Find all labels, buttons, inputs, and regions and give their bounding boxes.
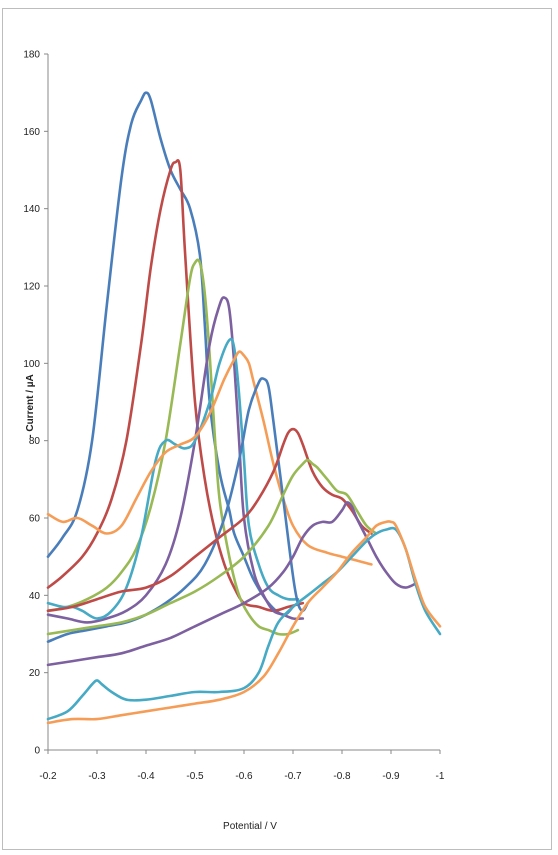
y-tick-label: 60 bbox=[29, 514, 41, 525]
series-line-5 bbox=[46, 337, 300, 620]
series-line-8 bbox=[46, 427, 373, 613]
x-axis-ticks: -0.2 -0.3 -0.4 -0.5 -0.6 -0.7 -0.8 -0.9 -1 bbox=[39, 750, 445, 782]
chart-series bbox=[46, 91, 442, 725]
y-tick-label: 140 bbox=[23, 204, 40, 215]
x-tick-label: -0.9 bbox=[382, 771, 400, 782]
series-line-4 bbox=[46, 296, 305, 624]
y-tick-label: 120 bbox=[23, 282, 40, 293]
chart-axes bbox=[47, 54, 440, 751]
x-tick-label: -0.5 bbox=[186, 771, 204, 782]
y-axis-ticks: 0 20 40 60 80 100 120 140 160 180 bbox=[23, 50, 48, 757]
series-line-9 bbox=[46, 458, 378, 636]
y-tick-label: 80 bbox=[29, 436, 41, 447]
y-axis-title: - Current / µA bbox=[25, 374, 36, 438]
y-tick-label: 0 bbox=[34, 746, 40, 757]
series-line-11 bbox=[46, 526, 442, 721]
y-tick-label: 40 bbox=[29, 591, 41, 602]
y-tick-label: 180 bbox=[23, 50, 40, 61]
series-line-6 bbox=[46, 350, 373, 566]
x-tick-label: -1 bbox=[436, 771, 445, 782]
series-line-1 bbox=[46, 91, 295, 616]
y-tick-label: 20 bbox=[29, 668, 41, 679]
y-tick-label: 100 bbox=[23, 359, 40, 370]
x-tick-label: -0.6 bbox=[235, 771, 253, 782]
series-line-12 bbox=[46, 520, 442, 725]
series-line-10 bbox=[46, 501, 417, 667]
x-tick-label: -0.4 bbox=[137, 771, 155, 782]
y-tick-label: 160 bbox=[23, 127, 40, 138]
series-line-3 bbox=[46, 258, 300, 636]
x-tick-label: -0.2 bbox=[39, 771, 57, 782]
x-tick-label: -0.3 bbox=[88, 771, 106, 782]
x-tick-label: -0.8 bbox=[333, 771, 351, 782]
x-tick-label: -0.7 bbox=[284, 771, 302, 782]
x-axis-title: Potential / V bbox=[223, 821, 277, 832]
